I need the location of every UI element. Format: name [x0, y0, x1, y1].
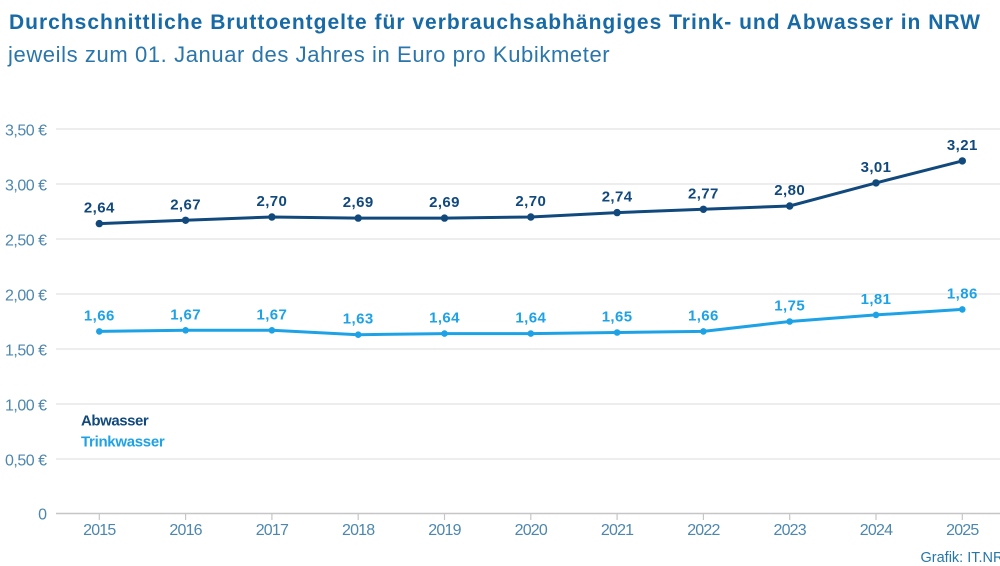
svg-text:1,81: 1,81	[861, 291, 892, 308]
svg-text:2,70: 2,70	[257, 193, 288, 210]
svg-text:2023: 2023	[773, 522, 806, 539]
svg-text:Abwasser: Abwasser	[81, 412, 149, 429]
svg-text:0,50 €: 0,50 €	[5, 453, 47, 470]
svg-text:1,66: 1,66	[688, 307, 719, 324]
svg-text:1,86: 1,86	[947, 285, 978, 302]
svg-text:3,00 €: 3,00 €	[5, 178, 47, 195]
svg-text:1,66: 1,66	[84, 307, 115, 324]
svg-text:1,63: 1,63	[343, 311, 374, 328]
svg-text:Trinkwasser: Trinkwasser	[81, 433, 165, 450]
svg-text:2,64: 2,64	[84, 200, 115, 217]
svg-text:1,00 €: 1,00 €	[5, 398, 47, 415]
svg-text:1,64: 1,64	[515, 310, 546, 327]
svg-text:1,67: 1,67	[257, 306, 288, 323]
svg-text:3,50 €: 3,50 €	[5, 123, 47, 140]
svg-text:2016: 2016	[169, 522, 202, 539]
svg-text:2,80: 2,80	[774, 182, 805, 199]
svg-text:Grafik: IT.NRW: Grafik: IT.NRW	[921, 550, 1000, 566]
svg-text:2018: 2018	[342, 522, 375, 539]
svg-text:1,50 €: 1,50 €	[5, 343, 47, 360]
svg-text:2,69: 2,69	[343, 194, 374, 211]
svg-text:3,21: 3,21	[947, 137, 978, 154]
svg-text:2021: 2021	[601, 522, 634, 539]
svg-text:2025: 2025	[946, 522, 979, 539]
svg-text:2,74: 2,74	[602, 189, 633, 206]
svg-text:2,70: 2,70	[515, 193, 546, 210]
svg-text:2020: 2020	[515, 522, 548, 539]
svg-text:1,67: 1,67	[170, 306, 201, 323]
svg-text:2,00 €: 2,00 €	[5, 288, 47, 305]
svg-text:1,65: 1,65	[602, 309, 633, 326]
svg-text:2015: 2015	[83, 522, 116, 539]
svg-text:2,77: 2,77	[688, 185, 719, 202]
svg-text:2,67: 2,67	[170, 196, 201, 213]
svg-text:2024: 2024	[860, 522, 893, 539]
svg-text:2019: 2019	[428, 522, 461, 539]
svg-text:2022: 2022	[687, 522, 720, 539]
svg-text:2,50 €: 2,50 €	[5, 233, 47, 250]
svg-text:1,64: 1,64	[429, 310, 460, 327]
svg-text:2017: 2017	[256, 522, 289, 539]
svg-text:1,75: 1,75	[774, 298, 805, 315]
svg-text:2,69: 2,69	[429, 194, 460, 211]
svg-text:0: 0	[38, 507, 47, 524]
svg-text:3,01: 3,01	[861, 159, 892, 176]
